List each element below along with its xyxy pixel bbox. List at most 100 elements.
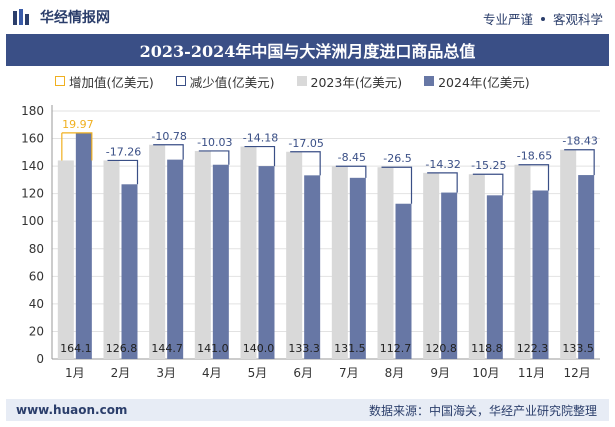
bar-2024 [258, 166, 275, 359]
chart-legend: 增加值(亿美元) 减少值(亿美元) 2023年(亿美元) 2024年(亿美元) [55, 70, 595, 92]
legend-label-decrease: 减少值(亿美元) [189, 74, 275, 90]
value-label: 141.0 [197, 342, 229, 355]
bar-2023 [103, 160, 120, 359]
value-label: 118.8 [471, 342, 503, 355]
x-tick-label: 1月 [65, 366, 85, 380]
decrease-bracket [107, 159, 139, 185]
bar-2023 [149, 144, 166, 359]
y-tick-label: 20 [29, 324, 44, 338]
legend-label-increase: 增加值(亿美元) [69, 74, 154, 90]
bar-2023 [423, 172, 440, 359]
bar-2023 [377, 167, 394, 359]
x-tick-label: 5月 [248, 366, 268, 380]
y-tick-label: 180 [21, 104, 44, 118]
brand: 华经情报网 [12, 8, 110, 26]
decrease-bracket [153, 144, 184, 160]
decrease-bracket [427, 172, 458, 193]
x-tick-label: 6月 [293, 366, 313, 380]
top-bar: 华经情报网 专业严谨 客观科学 [0, 0, 615, 34]
y-tick-label: 40 [29, 297, 44, 311]
increase-bracket [61, 132, 93, 161]
legend-label-bar2024: 2024年(亿美元) [438, 74, 530, 90]
bar-2024 [486, 195, 503, 359]
change-label: 19.97 [62, 118, 94, 131]
x-tick-label: 4月 [202, 366, 222, 380]
change-label: -18.43 [562, 135, 597, 148]
change-label: -17.26 [106, 145, 141, 158]
decrease-bracket [472, 173, 504, 196]
bar-2024 [349, 177, 366, 359]
tagline: 专业严谨 客观科学 [483, 9, 603, 28]
bar-chart: 0 20 40 60 80 100 120 140 160 180 19.97 164.1 1月 -17.… [21, 104, 600, 380]
bar-2024 [441, 192, 458, 359]
value-label: 120.8 [425, 342, 457, 355]
chart-title: 2023-2024年中国与大洋洲月度进口商品总值 [6, 34, 609, 66]
change-label: -17.05 [288, 137, 323, 150]
y-tick-label: 60 [29, 269, 44, 283]
footer: www.huaon.com 数据来源：中国海关，华经产业研究院整理 [6, 399, 609, 421]
decrease-bracket [564, 149, 595, 176]
value-label: 126.8 [106, 342, 138, 355]
decrease-bracket [335, 165, 367, 178]
y-tick-label: 120 [21, 187, 44, 201]
legend-swatch-bar2023 [296, 76, 307, 86]
x-tick-label: 8月 [385, 366, 405, 380]
bar-2023 [194, 150, 211, 359]
bar-2024 [212, 164, 229, 359]
tagline-right: 客观科学 [552, 12, 603, 27]
change-label: -26.5 [383, 152, 411, 165]
bar-2023 [57, 160, 74, 359]
legend-swatch-decrease [175, 76, 186, 86]
value-label: 133.5 [562, 342, 594, 355]
bar-2024 [395, 203, 412, 359]
change-label: -14.18 [243, 132, 278, 145]
value-label: 122.3 [517, 342, 549, 355]
decrease-bracket [381, 166, 413, 204]
legend-swatch-bar2024 [424, 76, 435, 86]
value-label: 131.5 [334, 342, 366, 355]
change-label: -14.32 [425, 158, 460, 171]
footer-source: 数据来源：中国海关，华经产业研究院整理 [368, 403, 597, 418]
x-tick-label: 3月 [156, 366, 176, 380]
legend-item-decrease: 减少值(亿美元) [175, 72, 275, 91]
bar-2023 [331, 166, 348, 359]
bar-2023 [468, 174, 485, 359]
y-tick-label: 140 [21, 159, 44, 173]
legend-item-increase: 增加值(亿美元) [55, 72, 154, 91]
y-tick-label: 160 [21, 132, 44, 146]
tagline-dot-icon [540, 16, 545, 21]
bar-2023 [560, 149, 577, 359]
legend-swatch-increase [55, 76, 65, 86]
tagline-left: 专业严谨 [482, 12, 533, 27]
x-tick-label: 2月 [111, 366, 131, 380]
legend-item-bar2024: 2024年(亿美元) [424, 72, 530, 91]
change-label: -15.25 [471, 159, 506, 172]
x-tick-label: 7月 [339, 366, 359, 380]
change-label: -10.03 [197, 136, 232, 149]
bar-2023 [286, 151, 303, 359]
legend-item-bar2023: 2023年(亿美元) [296, 72, 402, 91]
value-label: 140.0 [243, 342, 275, 355]
brand-name: 华经情报网 [40, 10, 110, 26]
change-label: -8.45 [338, 151, 366, 164]
value-label: 144.7 [151, 342, 183, 355]
y-tick-label: 80 [29, 242, 44, 256]
bar-2023 [514, 164, 531, 359]
decrease-bracket [290, 151, 321, 176]
footer-website: www.huaon.com [16, 403, 128, 417]
bar-2024 [121, 184, 138, 359]
decrease-bracket [198, 150, 230, 165]
decrease-bracket [518, 164, 550, 191]
bar-2024 [167, 159, 184, 359]
change-label: -18.65 [517, 150, 552, 163]
value-label: 112.7 [380, 342, 412, 355]
x-tick-label: 9月 [430, 366, 450, 380]
bar-2024 [532, 190, 549, 359]
change-label: -10.78 [151, 130, 186, 143]
x-tick-label: 11月 [518, 366, 545, 380]
x-tick-label: 10月 [472, 366, 499, 380]
value-label: 133.3 [288, 342, 320, 355]
y-tick-label: 100 [21, 214, 44, 228]
decrease-bracket [244, 145, 276, 167]
bar-2024 [578, 175, 595, 359]
